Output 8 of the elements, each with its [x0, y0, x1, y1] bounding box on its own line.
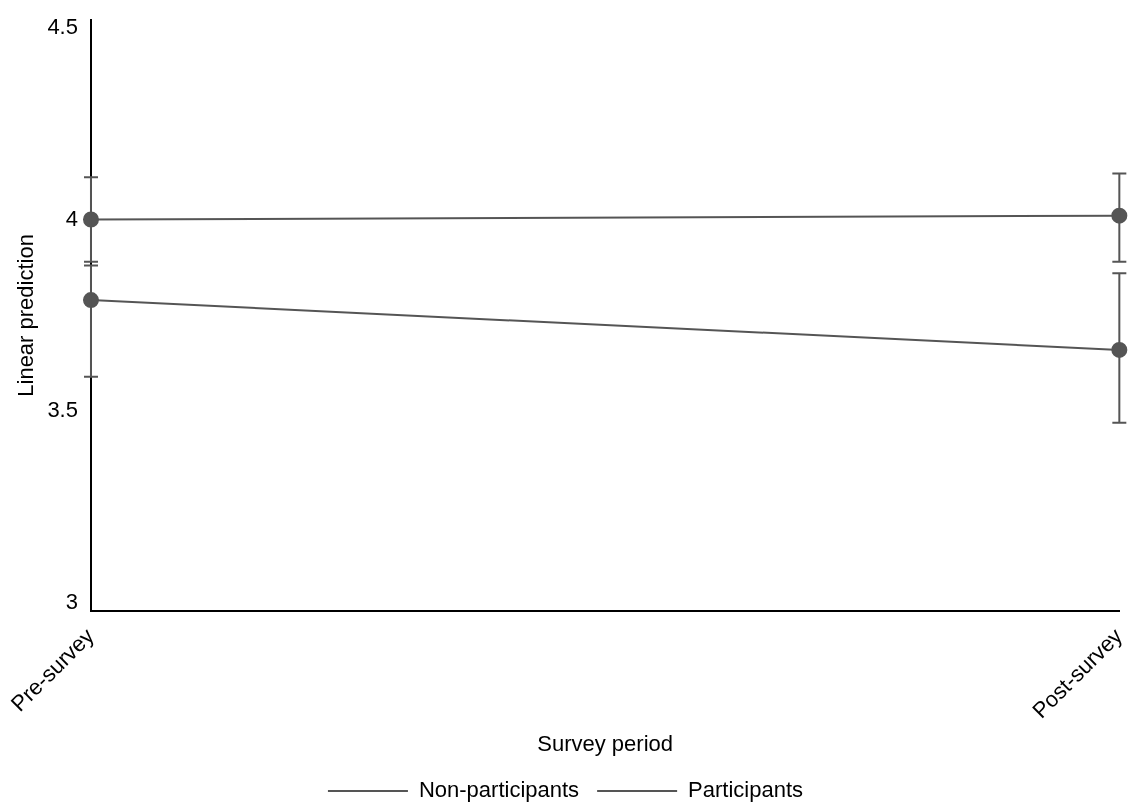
y-tick-label: 4.5: [47, 13, 78, 39]
y-axis-title: Linear prediction: [13, 234, 39, 397]
y-tick-label: 4: [65, 205, 78, 231]
legend-label: Non-participants: [418, 777, 580, 803]
x-axis-title: Survey period: [537, 730, 674, 756]
legend-label: Participants: [688, 777, 804, 803]
y-tick-label: 3.5: [47, 397, 78, 423]
y-tick-label: 3: [65, 589, 78, 615]
